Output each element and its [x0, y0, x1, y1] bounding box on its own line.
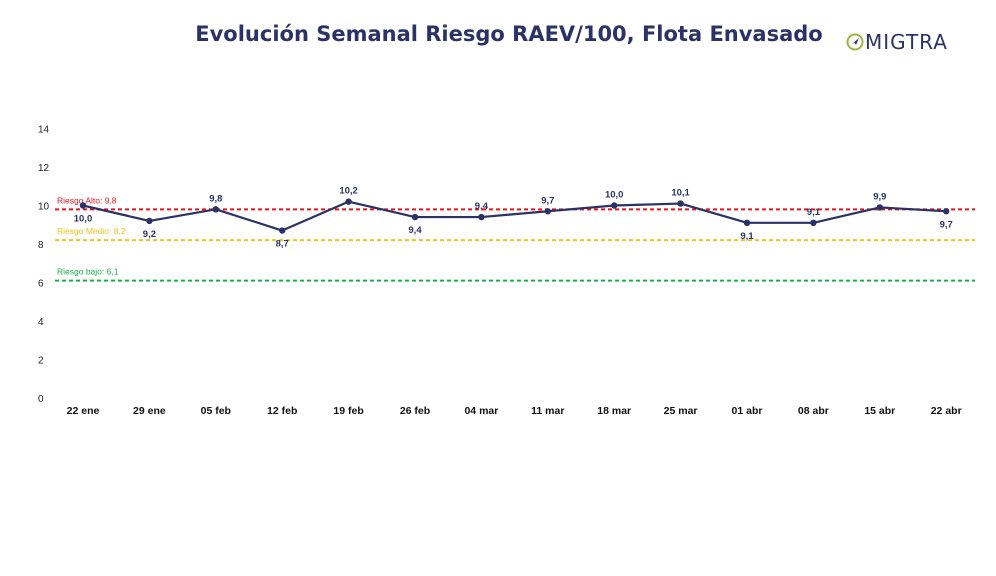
data-point [810, 219, 817, 227]
data-point [478, 213, 485, 221]
x-tick-label: 22 abr [931, 405, 962, 417]
data-label: 9,1 [740, 231, 754, 242]
x-tick-label: 26 feb [400, 405, 430, 417]
data-point [611, 202, 618, 209]
data-point [279, 227, 286, 234]
x-tick-label: 08 abr [798, 405, 829, 417]
data-label: 9,2 [143, 229, 156, 240]
data-label: 10,2 [339, 186, 358, 197]
y-tick-label: 12 [38, 163, 50, 174]
data-point [876, 204, 883, 211]
data-point [345, 198, 352, 205]
data-point [411, 213, 419, 221]
data-point [79, 202, 87, 209]
x-tick-label: 19 feb [333, 405, 363, 417]
data-point [943, 208, 950, 215]
data-label: 9,7 [940, 219, 953, 230]
y-tick-label: 8 [38, 240, 44, 251]
x-tick-label: 18 mar [597, 405, 631, 417]
x-tick-label: 11 mar [531, 405, 564, 417]
x-tick-label: 15 abr [864, 405, 895, 417]
data-point [544, 208, 551, 215]
x-tick-label: 25 mar [664, 405, 698, 417]
y-tick-label: 4 [38, 317, 44, 328]
data-label: 10,0 [605, 190, 624, 201]
y-tick-label: 0 [38, 394, 44, 405]
data-label: 9,8 [209, 193, 222, 204]
compass-circle-icon [846, 33, 864, 51]
data-label: 8,7 [276, 239, 289, 250]
data-label: 10,0 [74, 214, 93, 225]
data-label: 9,9 [873, 191, 886, 202]
data-label: 10,1 [671, 188, 690, 199]
data-point [677, 200, 684, 207]
series-line [82, 200, 947, 232]
data-label: 9,4 [475, 201, 489, 212]
x-tick-label: 22 ene [67, 405, 100, 417]
y-tick-label: 6 [38, 279, 44, 290]
migtra-logo: MIGTRA [846, 28, 948, 56]
y-tick-label: 10 [38, 202, 50, 213]
reference-line-label: Riesgo bajo: 6,1 [57, 267, 119, 277]
data-point [146, 217, 153, 225]
reference-line-label: Riesgo Medio: 8,2 [57, 226, 126, 236]
logo-text: MIGTRA [865, 30, 948, 54]
x-tick-label: 04 mar [464, 405, 498, 417]
chart-title: Evolución Semanal Riesgo RAEV/100, Flota… [195, 22, 823, 46]
x-tick-label: 01 abr [732, 405, 763, 417]
data-label: 9,1 [807, 207, 821, 218]
data-label: 9,7 [541, 195, 554, 206]
data-point [212, 206, 219, 213]
data-point [743, 219, 751, 227]
x-tick-label: 12 feb [267, 405, 297, 417]
data-label: 9,4 [408, 225, 422, 236]
reference-line-label: Riesgo Alto: 9,8 [57, 195, 117, 205]
x-tick-label: 05 feb [201, 405, 231, 417]
y-tick-label: 2 [38, 356, 44, 367]
x-tick-label: 29 ene [133, 405, 166, 417]
y-tick-label: 14 [38, 125, 50, 136]
